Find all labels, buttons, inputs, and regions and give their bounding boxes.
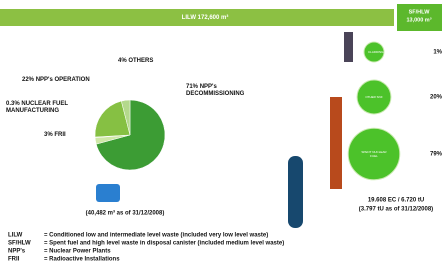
- value-label: 3%: [44, 132, 53, 138]
- slice-label: 22% NPP's OPERATION: [22, 77, 122, 84]
- footnote-definition: = Nuclear Power Plants: [44, 249, 111, 255]
- footnote-definition: = Conditioned low and intermediate level…: [44, 233, 268, 239]
- value-label: 79%: [430, 152, 442, 158]
- bubble-name: SPENT NUCLEAR FUEL: [361, 150, 386, 158]
- pie-note: (40,482 m³ as of 31/12/2008): [86, 210, 165, 217]
- footnote-term: FRII: [8, 257, 20, 263]
- bubble-name: OTHER SNF: [365, 95, 382, 99]
- photo-element: [344, 32, 353, 62]
- value-label: 22%: [22, 77, 34, 83]
- category-label: FRII: [54, 132, 65, 138]
- sfhlw-label: SF/HLW: [409, 9, 431, 15]
- slice-label: 3% FRII: [44, 132, 84, 139]
- footnote-term: LILW: [8, 233, 23, 239]
- slide: LILW 172,600 m³ SF/HLW 13,000 m³ (40,482…: [0, 0, 442, 271]
- footnote-definition: = Radioactive Installations: [44, 257, 120, 263]
- sfhlw-volume: 13,000 m³: [406, 16, 431, 23]
- footnote-definition: = Spent fuel and high level waste in dis…: [44, 241, 284, 247]
- value-label: 4%: [118, 58, 127, 64]
- slice-label: 71% NPP's DECOMMISSIONING: [186, 84, 260, 98]
- category-label: OTHERS: [128, 58, 153, 64]
- photo-canister: [288, 156, 303, 228]
- bubble-label: OTHER SNF: [365, 95, 384, 99]
- bubble-note: (3.797 tU as of 31/12/2008): [359, 207, 433, 213]
- slice-label: 4% OTHERS: [118, 58, 178, 65]
- footnote-term: SF/HLW: [8, 241, 31, 247]
- value-label: 1%: [433, 50, 442, 56]
- bubble-label: CLADDING: [368, 50, 380, 54]
- value-label: 71%: [186, 84, 198, 90]
- value-label: 20%: [430, 95, 442, 101]
- photo-column: [330, 97, 342, 189]
- value-label: 0.3%: [6, 101, 20, 107]
- bubble-label: SPENT NUCLEAR FUEL: [360, 150, 388, 158]
- footnote-term: NPP's: [8, 249, 26, 255]
- category-label: NPP's OPERATION: [36, 77, 90, 83]
- bubble-name: CLADDING: [368, 50, 384, 54]
- drum-icon: [96, 184, 120, 202]
- lilw-label: LILW 172,600 m³: [182, 14, 229, 21]
- bubble-note: 19.608 EC / 6.720 tU: [368, 198, 424, 204]
- slice-label: 0.3% NUCLEAR FUEL MANUFACTURING: [6, 101, 74, 115]
